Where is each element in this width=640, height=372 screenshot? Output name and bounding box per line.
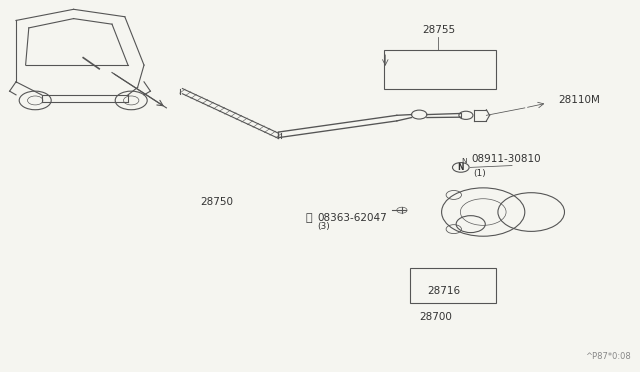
Text: (3): (3) (317, 222, 330, 231)
Text: 28110M: 28110M (558, 95, 600, 105)
Text: N: N (458, 163, 464, 172)
Text: N: N (461, 158, 467, 164)
Text: (1): (1) (474, 169, 486, 178)
Bar (410, 268, 496, 303)
Text: Ⓢ: Ⓢ (305, 213, 312, 222)
Text: 08911-30810: 08911-30810 (472, 154, 541, 164)
Text: 28700: 28700 (419, 312, 452, 323)
Text: ^P87*0:08: ^P87*0:08 (585, 352, 630, 361)
Bar (384, 50, 496, 89)
Text: 28755: 28755 (422, 25, 455, 35)
Text: 28750: 28750 (200, 197, 233, 207)
Text: 08363-62047: 08363-62047 (317, 213, 387, 222)
Text: 28716: 28716 (427, 286, 460, 296)
